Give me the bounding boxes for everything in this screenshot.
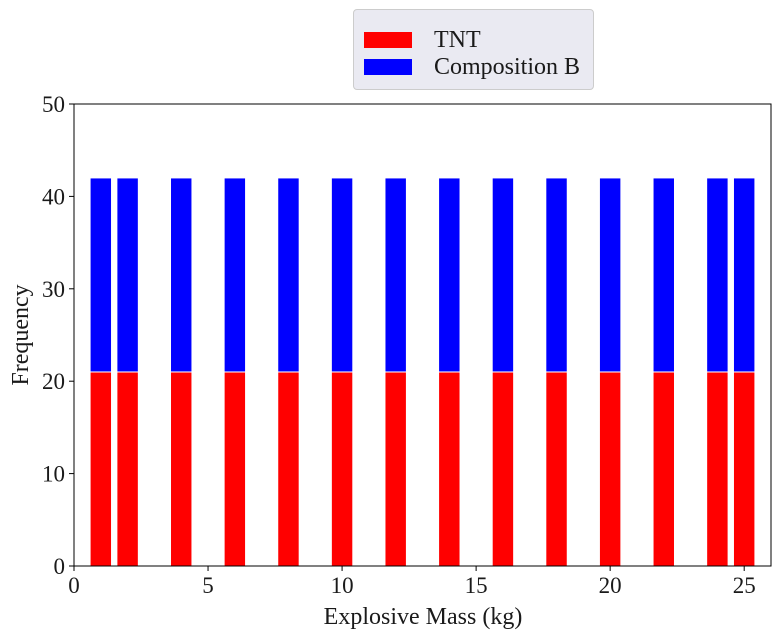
legend-label-tnt: TNT <box>434 26 481 53</box>
bar-composition-b-22 <box>652 177 675 373</box>
bars-group <box>89 177 756 567</box>
bar-composition-b-12 <box>384 177 407 373</box>
bar-tnt-20 <box>598 371 622 567</box>
bar-tnt-18 <box>545 371 568 567</box>
bar-tnt-10 <box>330 371 354 567</box>
x-tick-label: 20 <box>599 573 622 598</box>
bar-tnt-16 <box>491 371 515 567</box>
bar-composition-b-25 <box>732 177 756 373</box>
x-ticks: 0 5 10 15 20 25 <box>68 566 756 598</box>
bar-tnt-8 <box>277 371 300 567</box>
legend-swatch-composition-b <box>364 59 412 75</box>
bar-composition-b-24 <box>706 177 729 373</box>
x-tick-label: 10 <box>331 573 354 598</box>
bar-composition-b-20 <box>598 177 622 373</box>
bar-tnt-25 <box>732 371 756 567</box>
bar-tnt-4 <box>170 371 193 567</box>
legend-item-tnt: TNT <box>364 27 481 53</box>
legend-swatch-tnt <box>364 32 412 48</box>
legend: TNT Composition B <box>353 9 594 90</box>
x-tick-label: 25 <box>733 573 756 598</box>
bar-composition-b-1 <box>89 177 113 373</box>
bar-tnt-14 <box>438 371 461 567</box>
bar-composition-b-16 <box>491 177 515 373</box>
y-axis-label: Frequency <box>8 284 34 385</box>
legend-label-composition-b: Composition B <box>434 53 581 80</box>
bar-tnt-12 <box>384 371 407 567</box>
bar-composition-b-18 <box>545 177 568 373</box>
y-ticks: 0 10 20 30 40 50 <box>42 92 74 579</box>
bar-tnt-1 <box>89 371 113 567</box>
y-tick-label: 10 <box>42 462 65 487</box>
bar-composition-b-2 <box>116 177 139 373</box>
x-tick-label: 0 <box>68 573 80 598</box>
bar-composition-b-4 <box>170 177 193 373</box>
plot-frame <box>73 103 772 567</box>
bar-composition-b-14 <box>438 177 461 373</box>
legend-item-composition-b: Composition B <box>364 54 580 80</box>
bar-tnt-2 <box>116 371 139 567</box>
y-tick-label: 0 <box>54 554 66 579</box>
bar-composition-b-10 <box>330 177 354 373</box>
bar-tnt-22 <box>652 371 675 567</box>
x-axis-label: Explosive Mass (kg) <box>324 604 523 630</box>
y-tick-label: 50 <box>42 92 65 117</box>
y-tick-label: 20 <box>42 369 65 394</box>
bar-composition-b-6 <box>223 177 247 373</box>
y-tick-label: 40 <box>42 184 65 209</box>
bar-tnt-24 <box>706 371 729 567</box>
x-tick-label: 5 <box>202 573 214 598</box>
y-tick-label: 30 <box>42 277 65 302</box>
bar-composition-b-8 <box>277 177 300 373</box>
bar-tnt-6 <box>223 371 247 567</box>
x-tick-label: 15 <box>465 573 488 598</box>
